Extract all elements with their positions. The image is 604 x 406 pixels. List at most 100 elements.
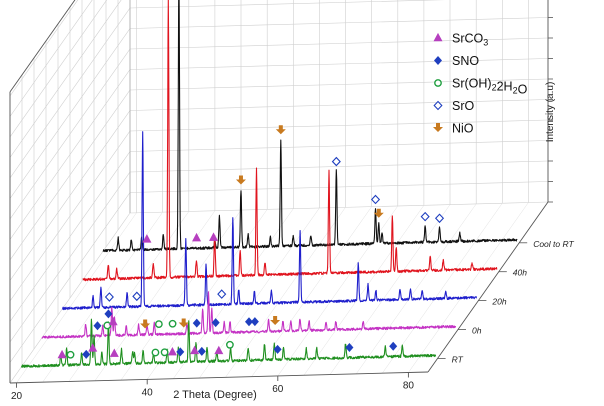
marker-srco3 bbox=[142, 234, 152, 243]
legend-marker bbox=[433, 123, 443, 132]
legend-item-sroh2h2o: Sr(OH)22H2O bbox=[434, 77, 528, 97]
legend-marker bbox=[434, 79, 442, 87]
floor-grid-line bbox=[16, 212, 137, 383]
legend-item-sro: SrO bbox=[433, 99, 475, 113]
series-label: RT bbox=[452, 354, 464, 364]
back-wall-grid-line bbox=[129, 181, 549, 193]
marker-srco3 bbox=[88, 343, 98, 352]
marker-sno bbox=[192, 318, 201, 328]
left-wall-grid-line bbox=[9, 212, 131, 384]
series-label: 0h bbox=[472, 326, 482, 336]
axis-layer: 2 Theta (Degree) Intensity (a.u) 20 40 60 8… bbox=[11, 17, 574, 402]
legend: SrCO3 SNO Sr(OH)22H2O SrO NiO bbox=[433, 32, 528, 136]
marker-srco3 bbox=[57, 349, 67, 359]
marker-sno bbox=[93, 321, 102, 331]
marker-sro bbox=[434, 213, 445, 224]
back-wall-grid-line bbox=[129, 78, 549, 91]
marker-sno bbox=[197, 346, 206, 356]
floor-grid-line bbox=[408, 202, 529, 373]
legend-item-srco3: SrCO3 bbox=[433, 32, 488, 48]
floor-grid-line bbox=[225, 207, 346, 378]
left-wall-grid-line bbox=[9, 0, 79, 97]
legend-label: SNO bbox=[452, 54, 479, 68]
legend-marker bbox=[433, 100, 443, 111]
legend-marker bbox=[433, 32, 443, 42]
floor-grid-line bbox=[355, 203, 477, 375]
left-wall-grid-line bbox=[9, 89, 131, 261]
back-wall-grid-line bbox=[129, 160, 549, 173]
marker-srco3 bbox=[167, 346, 177, 356]
marker-sro bbox=[370, 194, 381, 205]
marker-sno bbox=[345, 342, 354, 352]
left-wall-grid-line bbox=[9, 171, 131, 343]
floor-grid-line bbox=[303, 205, 425, 376]
floor-grid-line bbox=[382, 203, 503, 374]
series-line-40h bbox=[82, 0, 498, 282]
marker-sno bbox=[250, 317, 259, 327]
marker-sroh2h2o bbox=[103, 321, 112, 330]
marker-sroh2h2o bbox=[154, 320, 163, 328]
marker-sroh2h2o bbox=[151, 348, 160, 357]
left-wall-grid-line bbox=[9, 110, 131, 281]
marker-srco3 bbox=[109, 348, 119, 357]
back-wall-grid-line bbox=[129, 99, 549, 111]
legend-label: NiO bbox=[452, 122, 474, 136]
legend-item-nio: NiO bbox=[433, 122, 474, 136]
marker-sno bbox=[245, 317, 253, 327]
marker-sro bbox=[132, 291, 142, 302]
left-wall-grid-line bbox=[9, 7, 131, 179]
left-wall-grid-line bbox=[9, 151, 131, 322]
box-edge bbox=[9, 371, 429, 384]
left-wall-grid-line bbox=[9, 0, 122, 158]
left-wall-grid-line bbox=[9, 0, 108, 138]
back-wall-grid-line bbox=[129, 140, 549, 152]
series-line-20h bbox=[62, 131, 477, 311]
floor-grid-line bbox=[120, 209, 242, 381]
left-wall-grid-line bbox=[9, 130, 131, 302]
series-label: 40h bbox=[513, 268, 527, 278]
legend-marker bbox=[434, 56, 442, 65]
x-tick-label: 40 bbox=[142, 387, 154, 398]
back-wall-grid-line bbox=[129, 201, 549, 214]
marker-nio bbox=[373, 208, 384, 218]
legend-label: SrO bbox=[452, 99, 475, 113]
marker-nio bbox=[270, 316, 281, 326]
marker-sroh2h2o bbox=[226, 340, 234, 349]
back-wall-grid-line bbox=[129, 0, 446, 9]
marker-sro bbox=[104, 292, 114, 302]
x-tick-label: 80 bbox=[403, 381, 415, 392]
marker-sro bbox=[420, 211, 430, 222]
marker-nio bbox=[235, 175, 246, 185]
marker-nio bbox=[140, 319, 151, 329]
back-wall-grid-line bbox=[129, 37, 549, 50]
series-label: Cool to RT bbox=[533, 239, 574, 249]
marker-srco3 bbox=[192, 232, 202, 242]
marker-sno bbox=[176, 347, 185, 357]
x-tick-label: 60 bbox=[272, 384, 284, 395]
back-wall-grid-line bbox=[129, 17, 549, 29]
box-edge bbox=[9, 0, 76, 93]
left-wall-grid-line bbox=[9, 69, 131, 240]
left-wall-grid-line bbox=[9, 0, 93, 117]
marker-sno bbox=[82, 349, 91, 359]
marker-sno bbox=[104, 309, 113, 319]
left-wall-grid-line bbox=[9, 192, 131, 363]
legend-item-sno: SNO bbox=[434, 54, 479, 68]
marker-sroh2h2o bbox=[168, 319, 177, 328]
marker-srco3 bbox=[108, 316, 118, 326]
marker-srco3 bbox=[209, 232, 219, 241]
x-axis-label: 2 Theta (Degree) bbox=[173, 389, 257, 401]
z-axis-label: Intensity (a.u) bbox=[545, 82, 556, 143]
marker-sro bbox=[331, 156, 341, 167]
marker-sroh2h2o bbox=[160, 348, 169, 357]
back-wall-grid-line bbox=[129, 119, 549, 132]
marker-srco3 bbox=[190, 345, 200, 355]
left-wall-grid-line bbox=[9, 48, 131, 220]
series-layer bbox=[21, 0, 518, 368]
marker-srco3 bbox=[214, 345, 224, 355]
floor-grid-line bbox=[251, 206, 372, 377]
marker-sno bbox=[211, 318, 220, 328]
marker-sno bbox=[389, 341, 398, 351]
